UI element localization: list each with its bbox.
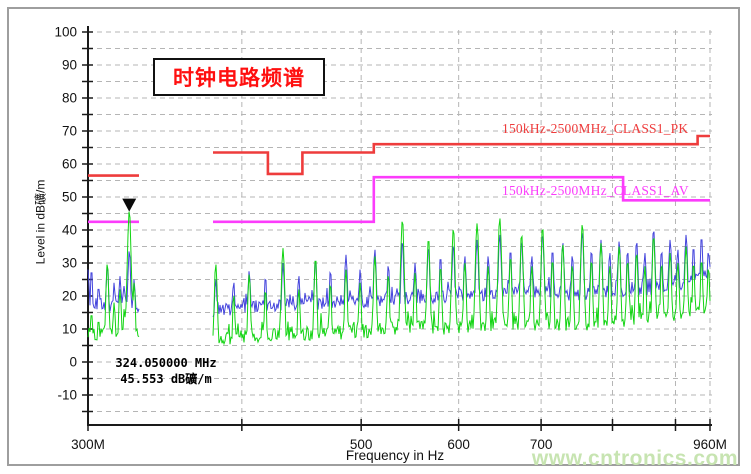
y-tick-label: 60: [62, 157, 77, 172]
chart-title-box: 时钟电路频谱: [153, 58, 325, 96]
y-tick-label: 80: [62, 91, 77, 106]
y-tick-label: -10: [57, 388, 77, 403]
y-tick-label: 40: [62, 223, 77, 238]
marker-frequency: 324.050000 MHz: [115, 356, 217, 370]
y-tick-label: 70: [62, 124, 77, 139]
y-tick-label: 10: [62, 322, 77, 337]
y-tick-label: 20: [62, 289, 77, 304]
canvas-border: [7, 7, 740, 466]
y-tick-label: 100: [54, 25, 77, 40]
average-trace: [87, 211, 711, 346]
limit-label-class1-pk: 150kHz-2500MHz_CLASS1_PK: [502, 121, 689, 136]
y-tick-label: 30: [62, 256, 77, 271]
watermark: www.cntronics.com: [531, 447, 738, 470]
y-tick-label: 0: [69, 355, 77, 370]
x-tick-label: 700: [530, 437, 553, 452]
limit-label-class1-av: 150kHz-2500MHz_CLASS1_AV: [502, 183, 689, 198]
chart-title: 时钟电路频谱: [173, 67, 305, 90]
limit-line-av: [213, 175, 710, 224]
peak-trace: [87, 231, 711, 318]
x-axis-title: Frequency in Hz: [345, 448, 445, 463]
marker-level: 45.553 dB礦/m: [120, 371, 212, 386]
x-tick-label: 960M: [693, 437, 727, 452]
marker-triangle-icon: [122, 198, 137, 212]
marker-readout: 324.050000 MHz 45.553 dB礦/m: [99, 356, 233, 387]
x-tick-label: 300M: [71, 437, 105, 452]
x-tick-label: 500: [350, 437, 373, 452]
y-tick-label: 90: [62, 58, 77, 73]
y-tick-label: 50: [62, 190, 77, 205]
x-tick-label: 600: [447, 437, 470, 452]
limit-line-pk: [213, 134, 710, 176]
y-axis-title: Level in dB礦/m: [33, 179, 48, 265]
